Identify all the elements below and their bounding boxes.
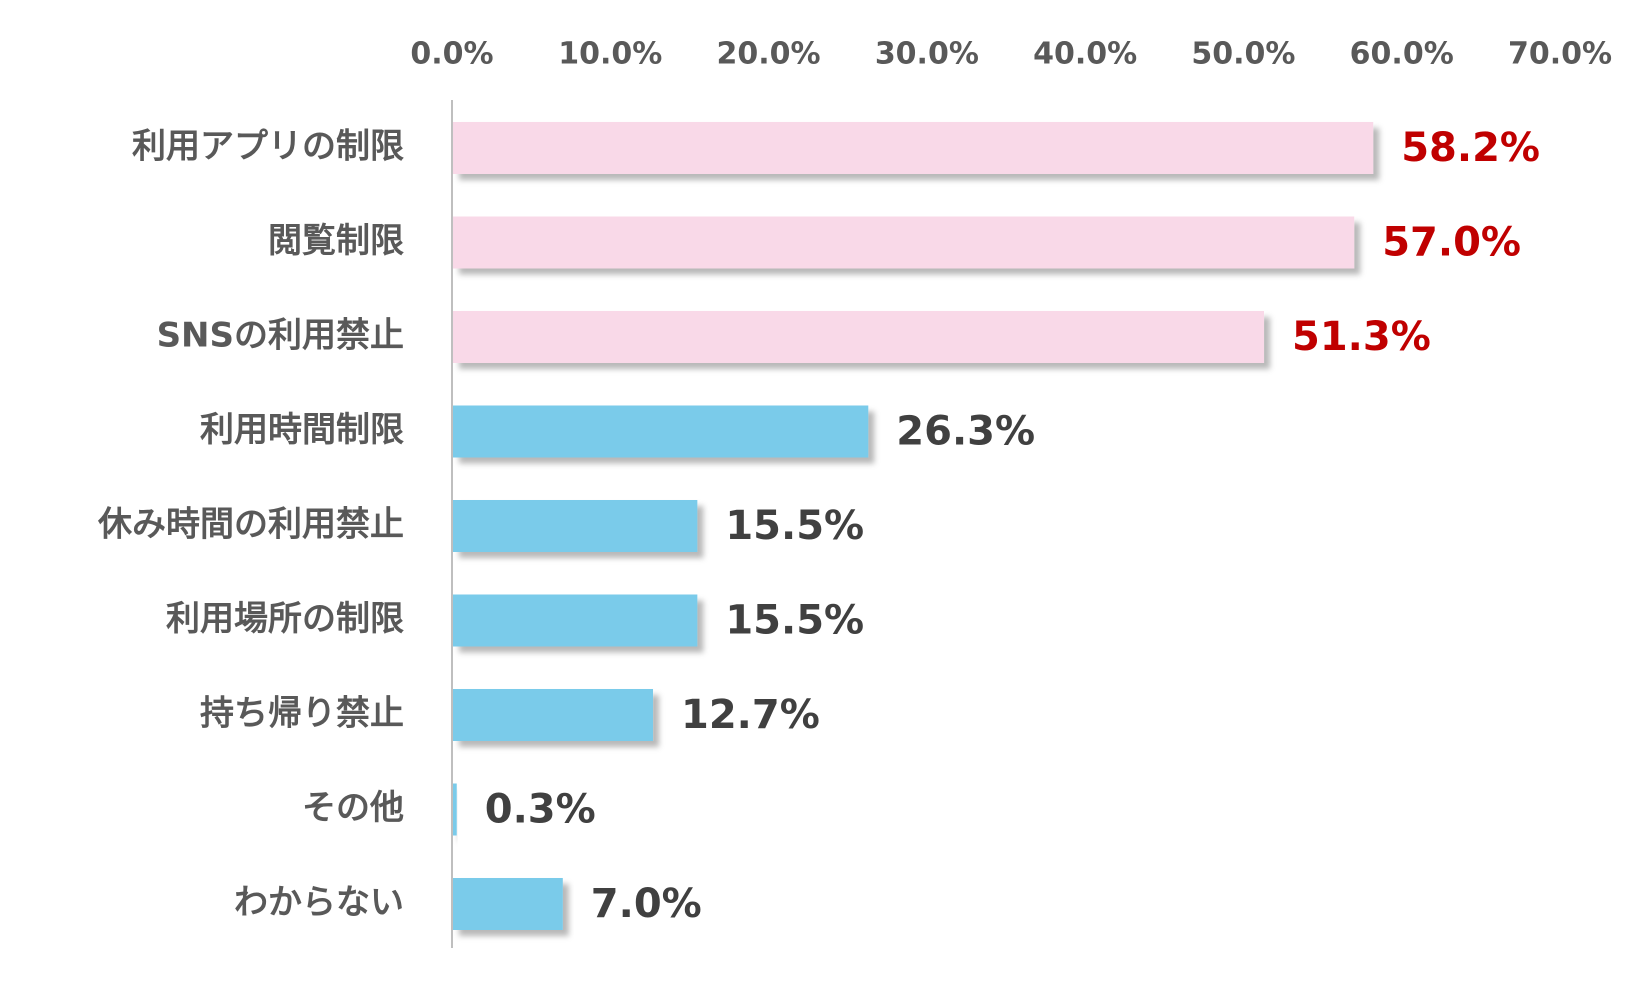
x-tick-label: 0.0% <box>410 37 493 72</box>
x-tick-label: 10.0% <box>558 37 662 72</box>
x-tick-label: 70.0% <box>1508 37 1612 72</box>
value-label: 58.2% <box>1401 125 1540 171</box>
bar <box>453 122 1374 174</box>
bars <box>453 122 1374 930</box>
category-label: わからない <box>234 883 404 923</box>
value-label: 57.0% <box>1382 220 1521 266</box>
value-label: 12.7% <box>681 692 820 738</box>
category-label: 持ち帰り禁止 <box>200 694 404 734</box>
category-label: 利用時間制限 <box>200 410 404 450</box>
bar <box>453 689 654 741</box>
value-label: 15.5% <box>725 503 864 549</box>
bar <box>453 405 869 458</box>
bar <box>453 783 457 836</box>
x-tick-label: 40.0% <box>1033 37 1137 72</box>
value-label: 26.3% <box>896 409 1035 455</box>
value-labels: 58.2% 57.0% 51.3% 26.3% 15.5% 15.5% 12.7% 0.3% 7… <box>485 125 1540 927</box>
bar <box>453 311 1265 363</box>
category-label: 利用場所の制限 <box>166 599 404 639</box>
bar <box>453 500 698 552</box>
value-label: 15.5% <box>725 598 864 644</box>
x-tick-label: 20.0% <box>717 37 821 72</box>
category-label: 休み時間の利用禁止 <box>97 505 404 545</box>
x-tick-label: 50.0% <box>1191 37 1295 72</box>
bar <box>453 216 1355 269</box>
category-label: 利用アプリの制限 <box>132 127 404 167</box>
bar <box>453 594 698 647</box>
x-tick-label: 30.0% <box>875 37 979 72</box>
value-label: 0.3% <box>485 787 596 833</box>
x-axis-ticks: 0.0% 10.0% 20.0% 30.0% 40.0% 50.0% 60.0% 70.0% <box>410 37 1612 72</box>
value-label: 51.3% <box>1292 314 1431 360</box>
bar <box>453 878 563 930</box>
category-label: 閲覧制限 <box>268 221 404 261</box>
category-label: その他 <box>302 788 404 828</box>
x-tick-label: 60.0% <box>1350 37 1454 72</box>
category-label: SNSの利用禁止 <box>157 316 404 356</box>
value-label: 7.0% <box>591 881 702 927</box>
